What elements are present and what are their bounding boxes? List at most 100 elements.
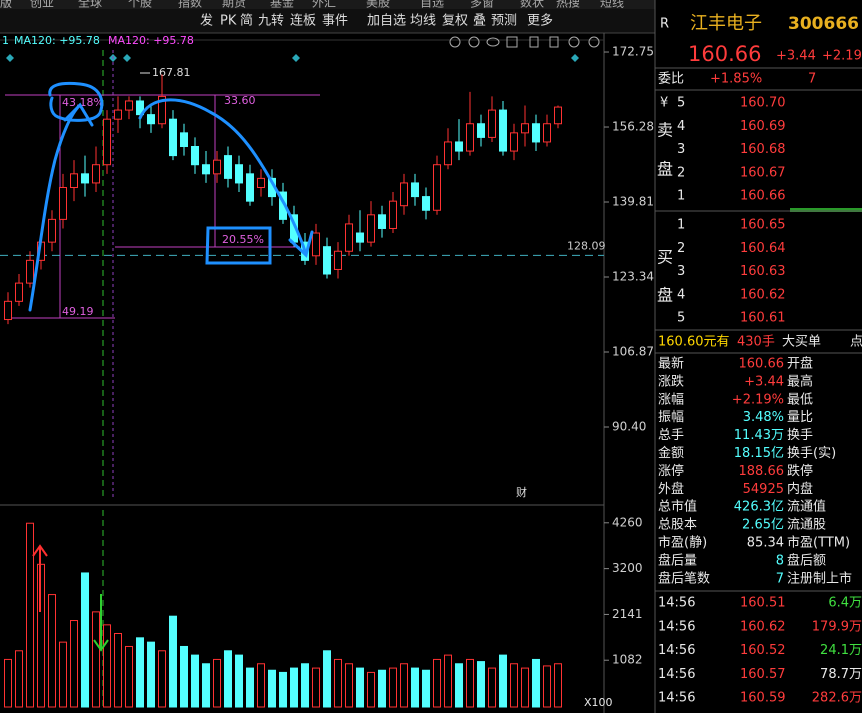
candle-body — [4, 300, 12, 321]
volume-bar — [499, 654, 507, 708]
tab[interactable]: 美股 — [366, 0, 390, 10]
volume-bar — [180, 645, 188, 708]
y-tick-label: 123.34 — [612, 270, 654, 284]
volume-bar — [158, 650, 166, 708]
toolbar-button[interactable]: 叠 — [473, 14, 486, 29]
toolbar-button[interactable]: PK — [220, 14, 237, 29]
candle-body — [455, 141, 463, 152]
last-price: 160.66 — [688, 42, 761, 66]
volume-bar — [125, 645, 133, 708]
tab[interactable]: 期货 — [222, 0, 246, 10]
candle-body — [147, 114, 155, 125]
candle-body — [114, 109, 122, 120]
candle-body — [26, 259, 34, 284]
stat-label: 内盘 — [787, 481, 813, 497]
stat-label: 开盘 — [787, 356, 813, 372]
trade-time: 14:56 — [658, 596, 695, 611]
legend-entry: MA120: +95.78 — [108, 34, 194, 47]
tab-strip — [0, 0, 655, 9]
tab[interactable]: 版 — [0, 0, 12, 10]
volume-bar — [356, 667, 364, 708]
trade-volume: 78.7万 — [820, 667, 862, 682]
toolbar-button[interactable]: 九转 — [258, 14, 284, 29]
toolbar-button[interactable]: 简 — [240, 13, 253, 29]
candle-body — [433, 164, 441, 211]
stat-value: 8 — [776, 553, 784, 568]
tabs: 版 创业 全球 个股 指数 期货 基金 外汇 美股 自选 多窗 数状 热搜 短线 — [0, 0, 624, 10]
candle-body — [389, 200, 397, 229]
stat-label: 最高 — [787, 373, 813, 389]
y-tick-label: 156.28 — [612, 120, 654, 134]
volume-bar — [202, 663, 210, 708]
toolbar-button[interactable]: 事件 — [322, 14, 348, 29]
tab[interactable]: 外汇 — [312, 0, 336, 10]
stat-label: 总市值 — [658, 499, 697, 515]
volume-bar — [70, 620, 78, 708]
trade-price: 160.62 — [740, 619, 786, 634]
book-level: 5 — [677, 311, 685, 326]
stat-value: 54925 — [743, 482, 784, 497]
candle-body — [158, 95, 166, 125]
toolbar-button[interactable]: 更多 — [527, 13, 553, 29]
big-order-qty: 430手 — [737, 335, 775, 350]
volume-bar — [554, 663, 562, 708]
book-level: 1 — [677, 189, 685, 204]
volume-bar — [433, 658, 441, 708]
legend-index: 1 — [2, 34, 9, 47]
tab[interactable]: 创业 — [30, 0, 54, 10]
volume-bar — [411, 667, 419, 708]
tab[interactable]: 热搜 — [556, 0, 580, 10]
candle-body — [532, 123, 540, 143]
panel-tag: R — [660, 17, 669, 32]
toolbar-buttons: 发 PK 简九转 连板 事件 加自选 均线 复权叠预测 更多 — [200, 13, 553, 29]
stock-code: 300666 — [788, 14, 859, 34]
candle-body — [356, 232, 364, 243]
candle-body — [257, 177, 265, 188]
toolbar-button[interactable]: 均线 — [410, 14, 436, 29]
annotation: 20.55% — [222, 233, 264, 246]
volume-bar — [169, 615, 177, 708]
toolbar — [0, 9, 655, 33]
stat-label: 盘后量 — [658, 552, 697, 568]
tab[interactable]: 指数 — [178, 0, 202, 10]
tab[interactable]: 全球 — [78, 0, 102, 10]
tab[interactable]: 数状 — [520, 0, 544, 10]
annotation: 33.60 — [224, 94, 256, 107]
change-pct: +2.19% — [822, 49, 862, 64]
book-level: 1 — [677, 218, 685, 233]
stat-label: 最新 — [658, 356, 684, 372]
stat-value: 426.3亿 — [734, 500, 784, 515]
tab[interactable]: 个股 — [128, 0, 152, 10]
change: +3.44 — [776, 49, 816, 64]
tab[interactable]: 自选 — [420, 0, 444, 10]
candle-body — [521, 123, 529, 134]
candle-body — [422, 196, 430, 211]
toolbar-button[interactable]: 预测 — [491, 14, 517, 29]
stat-label: 涨跌 — [658, 373, 684, 389]
tab[interactable]: 多窗 — [470, 0, 494, 10]
toolbar-button[interactable]: 复权 — [442, 13, 468, 29]
stat-value: +2.19% — [732, 392, 784, 407]
annotation: 43.18% — [62, 96, 104, 109]
toolbar-button[interactable]: 发 — [200, 13, 213, 29]
stat-label: 市盈(静) — [658, 535, 707, 551]
toolbar-button[interactable]: 加自选 — [367, 14, 406, 29]
candle-body — [499, 109, 507, 152]
stat-label: 金额 — [658, 445, 684, 461]
toolbar-button[interactable]: 连板 — [290, 13, 316, 29]
annotation: 财 — [516, 485, 527, 499]
y-tick-label: 4260 — [612, 515, 643, 529]
big-order-more: 点 — [850, 335, 862, 350]
stat-label: 涨幅 — [658, 392, 684, 407]
big-order-label: 大买单 — [782, 335, 821, 350]
stat-label: 总手 — [658, 428, 684, 443]
volume-bar — [521, 667, 529, 708]
tab[interactable]: 基金 — [270, 0, 294, 10]
book-level: 2 — [677, 165, 685, 180]
book-price: 160.63 — [740, 264, 786, 279]
candle-body — [70, 173, 78, 188]
volume-bar — [422, 669, 430, 708]
tab[interactable]: 短线 — [600, 0, 624, 10]
volume-bar — [246, 667, 254, 708]
trade-volume: 282.6万 — [812, 691, 862, 706]
